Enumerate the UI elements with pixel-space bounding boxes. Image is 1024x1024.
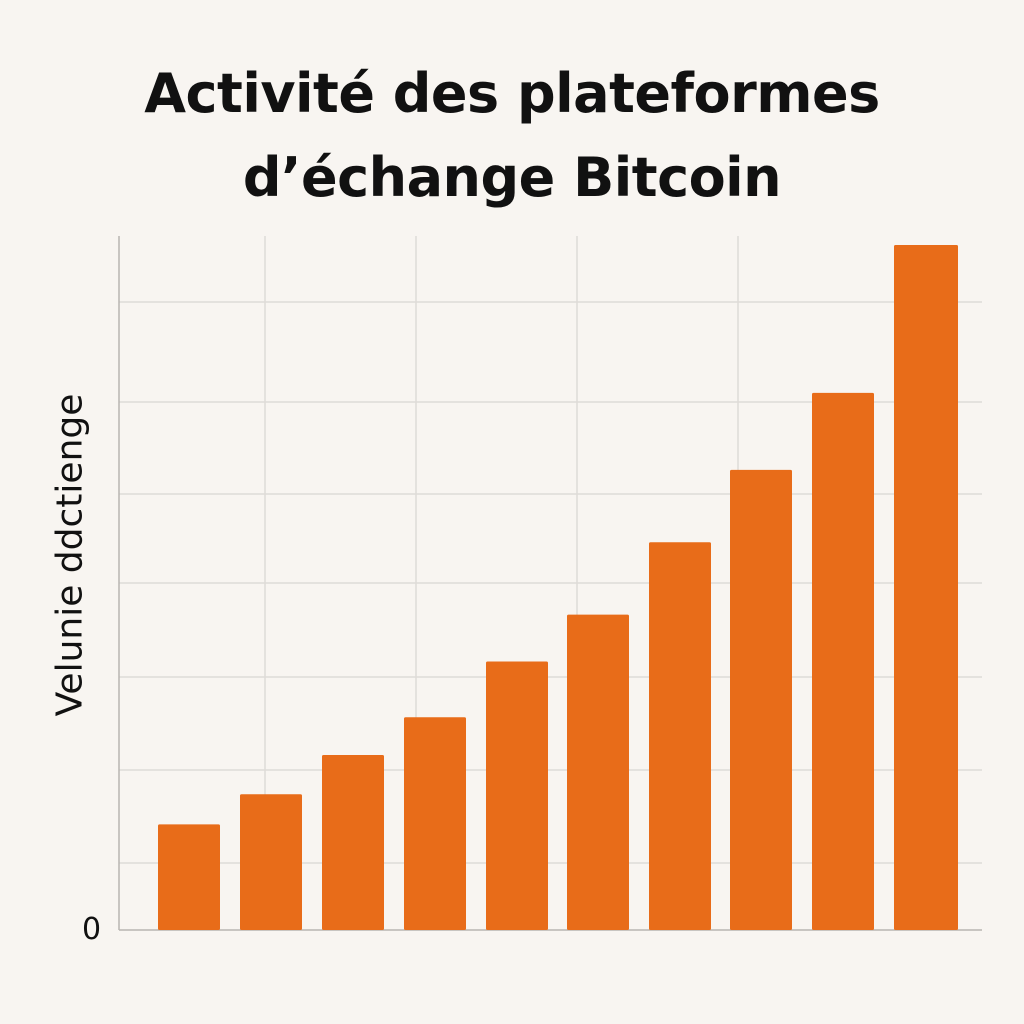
chart-title-line-1: Activité des plateformes (144, 62, 880, 125)
bar (812, 392, 874, 930)
bar (404, 717, 466, 930)
bar (322, 754, 384, 930)
chart-title: Activité des plateformes d’échange Bitco… (0, 52, 1024, 220)
bar (486, 661, 548, 930)
bar (158, 824, 220, 930)
y-tick-label-zero: 0 (82, 912, 102, 947)
bar (567, 614, 629, 930)
chart-title-line-2: d’échange Bitcoin (242, 146, 782, 209)
bar (730, 469, 792, 930)
bar (240, 794, 302, 930)
bar (894, 245, 958, 930)
bar (649, 542, 711, 930)
